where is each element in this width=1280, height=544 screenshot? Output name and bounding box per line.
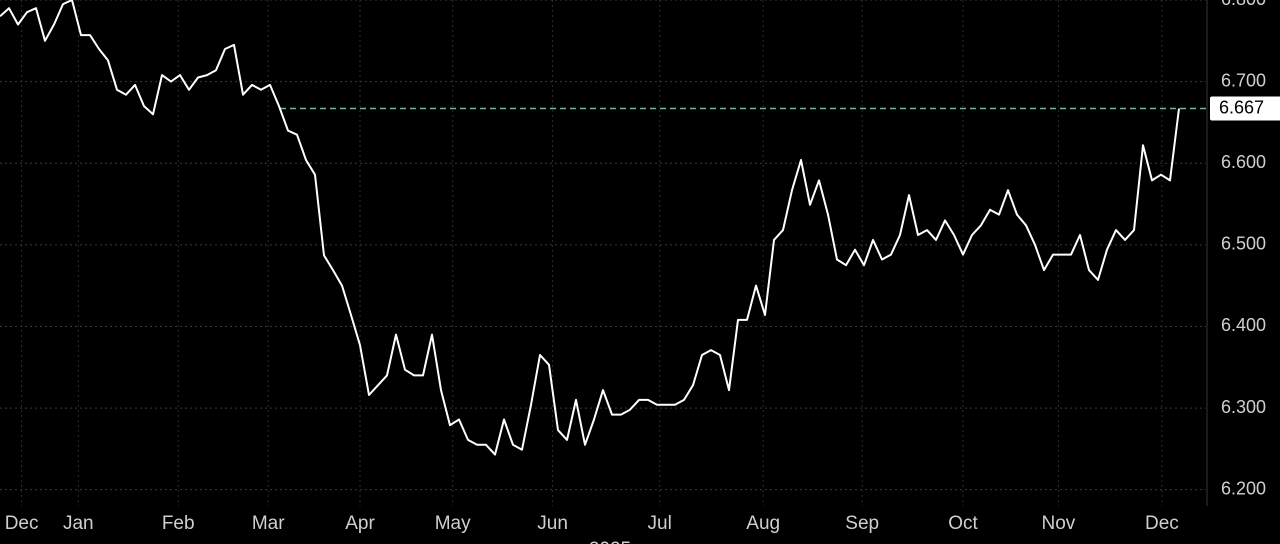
y-tick-label: 6.300 (1221, 397, 1266, 417)
x-tick-label: Oct (948, 513, 978, 534)
x-tick-label: Dec (5, 513, 39, 534)
last-value-box (1210, 96, 1280, 121)
x-axis-label: 2025 (589, 539, 631, 544)
x-tick-label: Mar (252, 513, 285, 534)
y-tick-label: 6.500 (1221, 234, 1266, 254)
x-tick-label: Dec (1145, 513, 1179, 534)
x-tick-label: Feb (162, 513, 195, 534)
x-tick-label: Nov (1042, 513, 1076, 534)
x-tick-label: Aug (746, 513, 780, 534)
price-line (0, 0, 1180, 456)
x-tick-label: Jan (63, 513, 94, 534)
y-tick-label: 6.400 (1221, 315, 1266, 335)
x-tick-label: May (435, 513, 471, 534)
x-tick-label: Jul (648, 513, 672, 534)
x-tick-label: Apr (345, 513, 375, 534)
x-tick-label: Sep (845, 513, 879, 534)
y-tick-label: 6.200 (1221, 478, 1266, 498)
y-tick-label: 6.800 (1221, 0, 1266, 9)
x-tick-label: Jun (537, 513, 568, 534)
y-tick-label: 6.600 (1221, 152, 1266, 172)
last-value-label: 6.667 (1219, 97, 1264, 117)
y-tick-label: 6.700 (1221, 70, 1266, 90)
